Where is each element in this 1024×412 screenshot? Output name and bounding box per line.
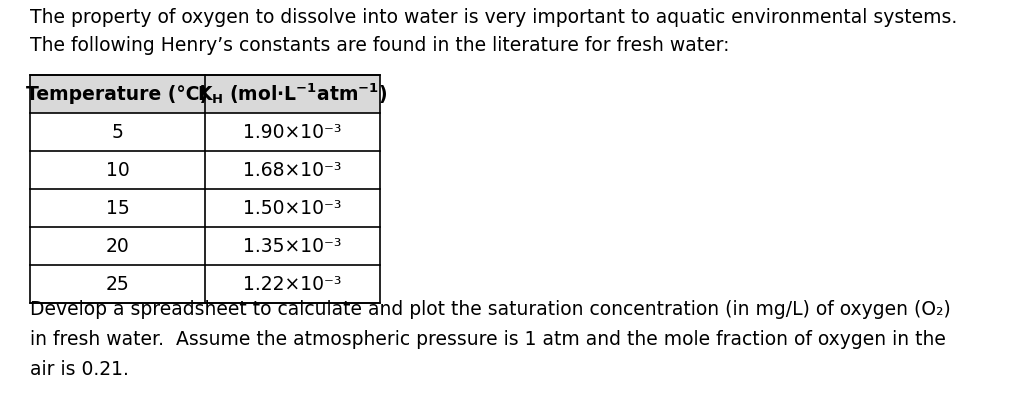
Bar (30, 75, 380, 113)
Text: The following Henry’s constants are found in the literature for fresh water:: The following Henry’s constants are foun… (30, 36, 729, 55)
Text: 1.22×10⁻³: 1.22×10⁻³ (244, 274, 342, 293)
Bar (30, 75, 380, 303)
Text: Temperature (°C): Temperature (°C) (27, 84, 209, 103)
Text: 1.50×10⁻³: 1.50×10⁻³ (244, 199, 342, 218)
Text: 5: 5 (112, 122, 124, 141)
Text: 1.68×10⁻³: 1.68×10⁻³ (244, 161, 342, 180)
Text: 10: 10 (105, 161, 129, 180)
Text: The property of oxygen to dissolve into water is very important to aquatic envir: The property of oxygen to dissolve into … (30, 8, 957, 27)
Text: 20: 20 (105, 236, 129, 255)
Text: 25: 25 (105, 274, 129, 293)
Text: $\mathbf{K_H}$ $\mathbf{(mol{\cdot}L^{-1}atm^{-1})}$: $\mathbf{K_H}$ $\mathbf{(mol{\cdot}L^{-1… (198, 82, 388, 106)
Text: in fresh water.  Assume the atmospheric pressure is 1 atm and the mole fraction : in fresh water. Assume the atmospheric p… (30, 330, 946, 349)
Text: air is 0.21.: air is 0.21. (30, 360, 129, 379)
Text: 1.90×10⁻³: 1.90×10⁻³ (244, 122, 342, 141)
Text: 1.35×10⁻³: 1.35×10⁻³ (244, 236, 342, 255)
Text: 15: 15 (105, 199, 129, 218)
Text: Develop a spreadsheet to calculate and plot the saturation concentration (in mg/: Develop a spreadsheet to calculate and p… (30, 300, 950, 319)
